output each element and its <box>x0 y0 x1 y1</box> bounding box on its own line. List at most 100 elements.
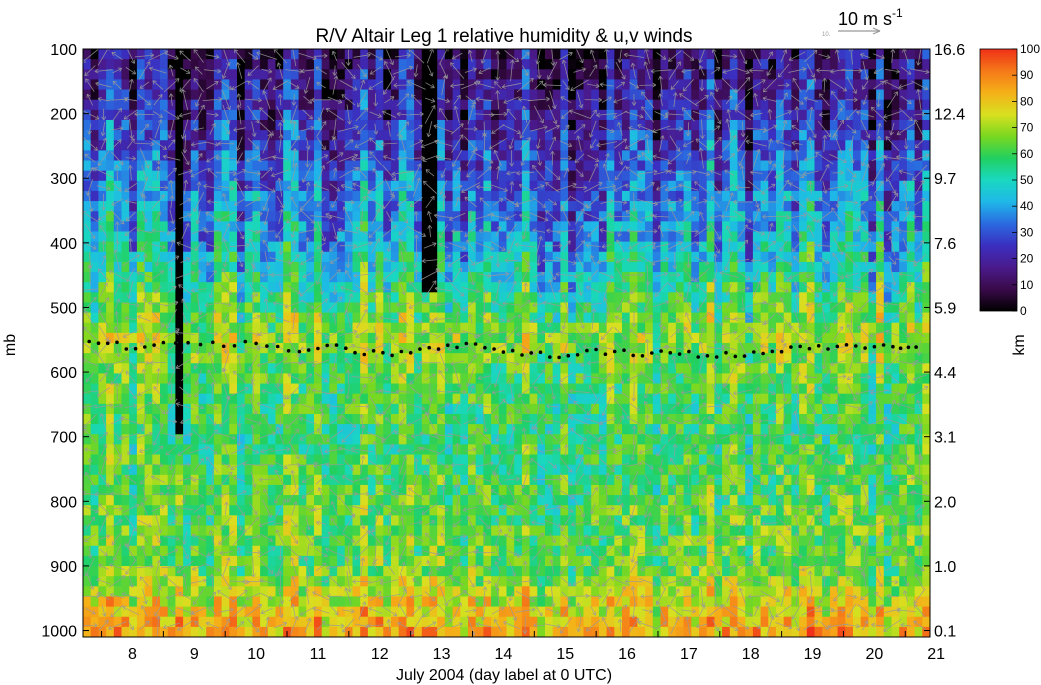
rh-cell <box>352 535 361 547</box>
rh-cell <box>106 302 115 314</box>
rh-cell <box>383 363 392 375</box>
rh-cell <box>129 515 138 527</box>
rh-cell <box>314 525 323 537</box>
rh-cell <box>221 393 230 405</box>
rh-cell <box>498 525 508 537</box>
rh-cell <box>675 160 685 172</box>
rh-cell <box>429 59 438 70</box>
rh-cell <box>645 616 654 628</box>
rh-cell <box>537 150 546 162</box>
rh-cell <box>98 413 107 425</box>
rh-cell <box>575 484 585 496</box>
rh-cell <box>545 393 554 405</box>
rh-cell <box>244 201 253 212</box>
rh-cell <box>183 119 192 131</box>
rh-cell <box>706 59 715 70</box>
rh-cell <box>706 586 715 598</box>
rh-cell <box>722 119 731 131</box>
rh-cell <box>491 393 500 405</box>
rh-cell <box>360 160 369 172</box>
rh-cell <box>429 413 438 425</box>
rh-cell <box>267 444 277 456</box>
rh-cell <box>668 545 677 557</box>
rh-cell <box>344 160 354 172</box>
rh-cell <box>514 484 523 496</box>
rh-cell <box>383 251 392 263</box>
rh-cell <box>183 69 192 81</box>
rh-cell <box>321 261 330 273</box>
rh-cell <box>506 363 515 375</box>
rh-cell <box>468 201 477 212</box>
rh-cell <box>575 566 585 577</box>
rh-cell <box>314 221 323 233</box>
rh-cell <box>206 566 215 577</box>
rh-cell <box>429 272 438 283</box>
rh-cell <box>167 170 176 182</box>
rh-cell <box>521 454 531 466</box>
rh-cell <box>483 130 492 141</box>
rh-cell <box>183 606 192 618</box>
rh-cell <box>529 413 538 425</box>
rh-cell <box>160 59 169 70</box>
rh-cell <box>406 343 415 354</box>
rh-cell <box>706 140 715 151</box>
rh-cell <box>560 505 569 516</box>
rh-cell <box>167 201 176 212</box>
rh-cell <box>452 454 461 466</box>
rh-cell <box>598 160 608 172</box>
rh-cell <box>660 586 669 598</box>
rh-cell <box>352 566 361 577</box>
rh-cell <box>321 292 330 304</box>
rh-cell <box>129 119 138 131</box>
rh-cell <box>106 272 115 283</box>
rh-cell <box>275 515 284 527</box>
rh-cell <box>591 99 600 111</box>
rh-cell <box>275 312 284 324</box>
rh-cell <box>183 393 192 405</box>
rh-cell <box>175 495 184 506</box>
rh-cell <box>545 535 554 547</box>
rh-cell <box>190 201 200 212</box>
rh-cell <box>637 343 646 354</box>
rh-cell <box>321 140 330 151</box>
rh-cell <box>175 150 184 162</box>
rh-cell <box>252 180 261 192</box>
rh-cell <box>267 464 277 476</box>
rh-cell <box>406 261 415 273</box>
rh-cell <box>583 160 592 172</box>
rh-cell <box>521 606 531 618</box>
rh-cell <box>290 596 300 608</box>
rh-cell <box>83 515 92 527</box>
rh-cell <box>298 312 307 324</box>
rh-cell <box>306 312 315 324</box>
rh-cell <box>136 586 146 598</box>
rh-cell <box>190 49 200 60</box>
rh-cell <box>136 616 146 628</box>
rh-cell <box>729 596 739 608</box>
rh-cell <box>275 363 284 375</box>
rh-cell <box>614 332 623 344</box>
rh-cell <box>290 474 300 486</box>
rh-cell <box>737 272 746 283</box>
rh-cell <box>637 150 646 162</box>
rh-cell <box>283 241 292 253</box>
rh-cell <box>652 282 662 293</box>
rh-cell <box>414 201 423 212</box>
rh-cell <box>329 231 338 243</box>
rh-cell <box>583 586 592 598</box>
rh-cell <box>437 525 446 537</box>
rh-cell <box>552 59 561 70</box>
rh-cell <box>290 535 300 547</box>
rh-cell <box>244 484 253 496</box>
rh-cell <box>506 251 515 263</box>
rh-cell <box>113 69 123 81</box>
rh-cell <box>614 221 623 233</box>
rh-cell <box>706 413 715 425</box>
rh-cell <box>144 261 153 273</box>
rh-cell <box>406 535 415 547</box>
rh-cell <box>352 170 361 182</box>
rh-cell <box>591 596 600 608</box>
rh-cell <box>183 383 192 395</box>
rh-cell <box>699 332 708 344</box>
rh-cell <box>560 140 569 151</box>
